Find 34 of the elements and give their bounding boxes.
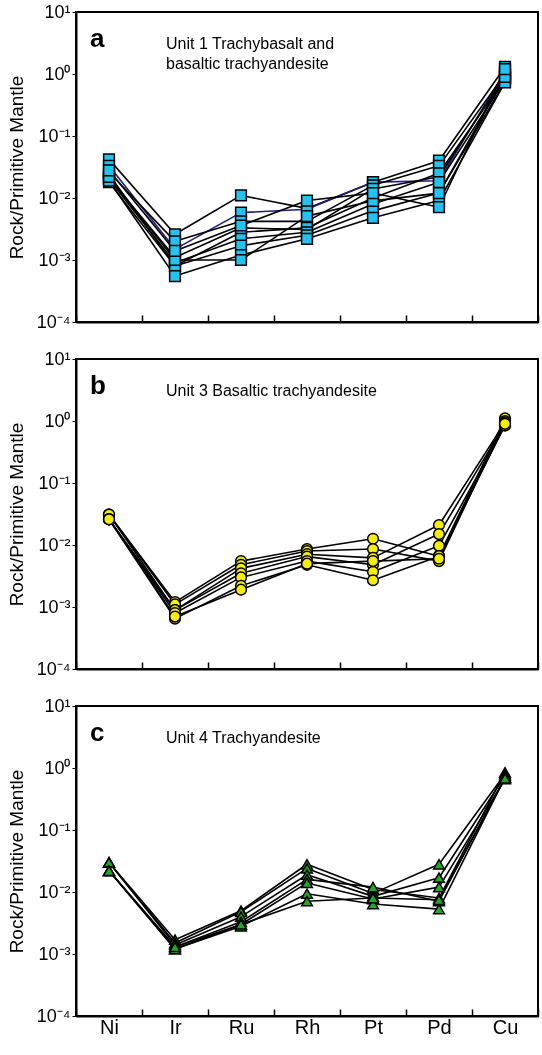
y-axis-title: Rock/Primitive Mantle xyxy=(5,75,27,260)
x-tick-label: Cu xyxy=(492,1015,519,1038)
y-tick-label: 10⁻³ xyxy=(38,943,71,964)
x-tick-label: Ru xyxy=(228,1015,255,1038)
y-axis-title: Rock/Primitive Mantle xyxy=(5,422,27,607)
x-tick-label: Pd xyxy=(427,1015,452,1038)
text: Unit 4 Trachyandesite xyxy=(166,729,321,746)
text: Unit 3 Basaltic trachyandesite xyxy=(166,382,377,399)
y-axis-title: Rock/Primitive Mantle xyxy=(5,769,27,954)
y-tick-label: 10⁻² xyxy=(38,881,71,902)
y-tick-label: 10⁻¹ xyxy=(38,472,71,493)
x-tick-label: Ir xyxy=(169,1015,182,1038)
chart-title: a xyxy=(90,23,105,53)
y-tick-label: 10⁻³ xyxy=(38,249,71,270)
chart-title: c xyxy=(90,717,105,747)
x-tick-label: Pt xyxy=(364,1015,384,1038)
y-tick-label: 10⁰ xyxy=(44,410,71,431)
y-tick-label: 10⁻⁴ xyxy=(36,1005,71,1026)
x-tick-label: Rh xyxy=(294,1015,321,1038)
chart-title: b xyxy=(90,370,106,400)
y-tick-label: 10¹ xyxy=(44,348,71,369)
y-tick-label: 10⁻² xyxy=(38,187,71,208)
y-tick-label: 10⁻³ xyxy=(38,596,71,617)
y-tick-label: 10⁻² xyxy=(38,534,71,555)
y-tick-label: 10⁻¹ xyxy=(38,125,71,146)
y-tick-label: 10⁻⁴ xyxy=(36,311,71,332)
y-tick-label: 10⁻¹ xyxy=(38,819,71,840)
y-tick-label: 10⁰ xyxy=(44,757,71,778)
y-tick-label: 10¹ xyxy=(44,695,71,716)
y-tick-label: 10¹ xyxy=(44,1,71,22)
text: Unit 1 Trachybasalt and basaltic trachyandesite xyxy=(166,35,335,72)
x-tick-label: Ni xyxy=(100,1015,119,1038)
y-tick-label: 10⁻⁴ xyxy=(36,658,71,679)
y-tick-label: 10⁰ xyxy=(44,63,71,84)
